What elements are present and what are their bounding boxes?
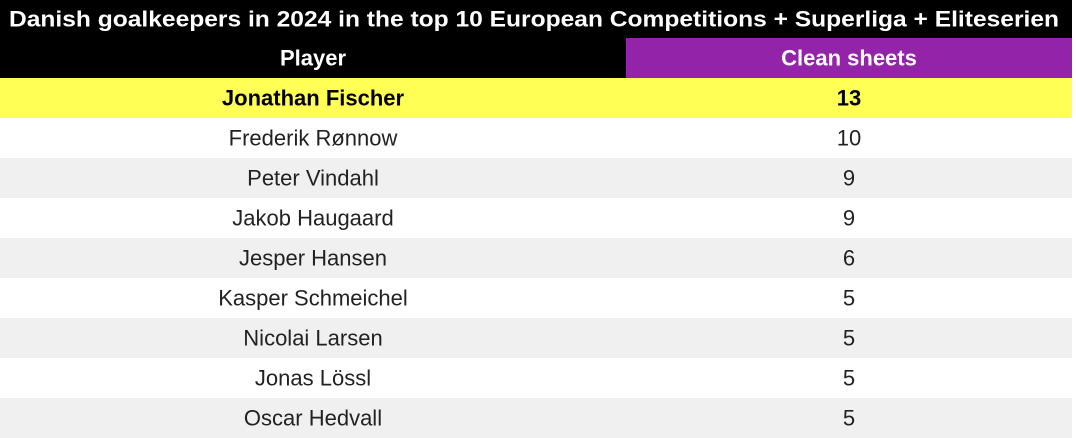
table-row	[0, 398, 1072, 438]
table-row	[0, 318, 1072, 358]
title-bar	[0, 0, 1072, 38]
column-header: Clean sheets	[781, 46, 917, 71]
table-row	[0, 358, 1072, 398]
table-row	[0, 278, 1072, 318]
clean-sheets: 5	[843, 366, 855, 391]
player-name: Kasper Schmeichel	[218, 286, 408, 311]
header-cell	[626, 38, 1072, 78]
clean-sheets: 5	[843, 406, 855, 431]
player-name: Frederik Rønnow	[229, 126, 398, 151]
header-cell	[0, 38, 626, 78]
column-header: Player	[280, 46, 346, 71]
clean-sheets: 9	[843, 206, 855, 231]
player-name: Oscar Hedvall	[244, 406, 382, 431]
clean-sheets: 9	[843, 166, 855, 191]
clean-sheets: 10	[837, 126, 861, 151]
table-row	[0, 198, 1072, 238]
player-name: Jonathan Fischer	[222, 86, 405, 111]
table-row	[0, 238, 1072, 278]
player-name: Jakob Haugaard	[232, 206, 393, 231]
player-name: Jonas Lössl	[255, 366, 371, 391]
player-name: Jesper Hansen	[239, 246, 387, 271]
clean-sheets: 6	[843, 246, 855, 271]
table-title: Danish goalkeepers in 2024 in the top 10…	[9, 7, 1059, 32]
table-row	[0, 158, 1072, 198]
player-name: Peter Vindahl	[247, 166, 379, 191]
table-row	[0, 118, 1072, 158]
clean-sheets: 5	[843, 286, 855, 311]
clean-sheets: 5	[843, 326, 855, 351]
clean-sheets: 13	[837, 86, 861, 111]
player-name: Nicolai Larsen	[243, 326, 382, 351]
table-row	[0, 78, 1072, 118]
